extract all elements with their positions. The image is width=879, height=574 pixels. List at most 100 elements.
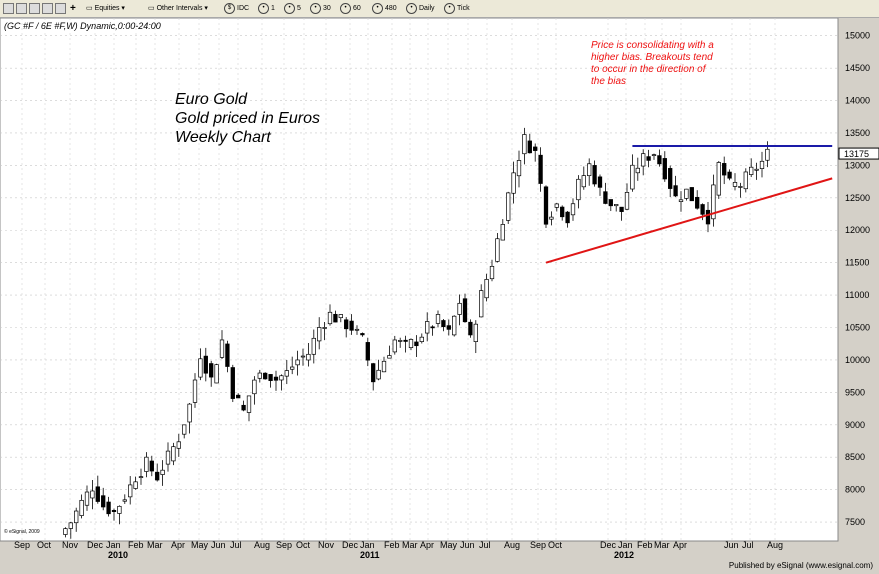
candle-body [749,166,754,175]
candle-body [462,298,468,323]
y-axis: 15000 14500 14000 13500 13000 12500 12000 11500… [845,31,870,527]
annotation-title: Euro Gold [175,91,248,108]
candles [63,127,770,539]
tick-button[interactable]: • Tick [444,2,470,15]
y-tick-label: 7500 [845,517,865,527]
candle-body [371,363,376,383]
candle-body [765,148,770,161]
add-icon[interactable]: + [70,3,76,14]
x-month-label: Mar [147,540,163,550]
y-tick-label: 10000 [845,355,870,365]
candle-body [597,176,603,188]
candle-body [511,172,516,194]
x-month-label: Feb [384,540,400,550]
candle-body [441,320,446,328]
daily-button[interactable]: • Daily [406,2,435,15]
watermark: © eSignal, 2009 [4,528,40,535]
candle-body [290,366,295,370]
x-month-label: Jul [479,540,491,550]
x-month-label: Aug [254,540,270,550]
layout-icon[interactable] [16,3,27,14]
candle-body [192,379,198,403]
annotation-subtitle: Gold priced in Euros [175,110,320,127]
candle-body [425,321,430,334]
candle-body [171,446,176,462]
candle-body [306,353,311,361]
candle-body [549,216,554,220]
note-line-2: higher bias. Breakouts tend [591,52,713,63]
y-tick-label: 8000 [845,485,865,495]
x-month-label: Apr [673,540,687,550]
symbol-label: (GC #F / 6E #F,W) Dynamic,0:00-24:00 [4,21,161,31]
x-month-label: Jun [460,540,475,550]
y-tick-label: 14500 [845,63,870,73]
candle-body [90,490,95,499]
y-tick-label: 15000 [845,31,870,41]
candle-body [333,313,338,323]
idc-label: IDC [237,5,250,12]
equities-menu[interactable]: ▭ Equities ▾ [86,5,125,12]
clock-icon: • [310,2,321,14]
y-tick-label: 13500 [845,128,870,138]
candle-body [657,155,662,165]
candle-body [209,363,214,378]
candle-body [592,165,597,185]
intervals-menu[interactable]: ▭ Other Intervals ▾ [148,5,208,12]
candle-body [398,340,403,342]
x-year-label: 2012 [614,550,634,560]
interval-1-button[interactable]: • 1 [258,2,275,15]
candle-body [576,178,581,201]
candle-body [624,192,630,210]
x-month-label: Jan [618,540,633,550]
interval-5-button[interactable]: • 5 [284,2,301,15]
x-month-label: Dec [342,540,359,550]
candle-body [705,209,711,225]
candle-body [198,358,203,378]
candle-body [165,450,171,465]
table-icon[interactable] [42,3,53,14]
clock-icon: • [444,2,455,14]
x-year-label: 2010 [108,550,128,560]
clock-icon: • [258,2,269,14]
candle-body [246,395,252,413]
candle-body [317,327,322,342]
x-month-label: Oct [548,540,563,550]
x-month-label: Mar [654,540,670,550]
y-tick-label: 8500 [845,452,865,462]
chart-icon[interactable] [55,3,66,14]
interval-60-button[interactable]: • 60 [340,2,361,15]
idc-button[interactable]: $ IDC [224,2,249,15]
grid-icon[interactable] [3,3,14,14]
interval-480-button[interactable]: • 480 [372,2,397,15]
x-month-label: Feb [128,540,144,550]
x-month-label: Jun [724,540,739,550]
candle-body [225,343,230,367]
candle-body [68,522,73,529]
candle-body [614,203,619,207]
x-month-label: Jan [360,540,375,550]
candle-body [603,191,608,204]
x-year-label: 2011 [360,550,380,560]
candle-body [144,456,149,472]
candle-body [182,424,187,435]
page-icon[interactable] [29,3,40,14]
candle-body [527,140,532,154]
last-price-box [838,147,879,160]
interval-30-label: 30 [323,5,331,12]
x-month-label: Dec [600,540,617,550]
candle-body [84,491,90,506]
grid [0,18,838,541]
candle-body [230,367,235,399]
note-line-4: the bias [591,76,626,87]
candle-body [473,323,478,342]
note-line-1: Price is consolidating with a [591,40,714,51]
last-price-marker: 13175 [838,147,879,160]
candle-body [63,528,68,535]
note-line-3: to occur in the direction of [591,64,707,75]
candle-body [387,355,392,359]
x-month-label: Aug [767,540,783,550]
candle-body [722,163,727,176]
clock-icon: • [340,2,351,14]
interval-30-button[interactable]: • 30 [310,2,331,15]
y-tick-label: 12000 [845,225,870,235]
